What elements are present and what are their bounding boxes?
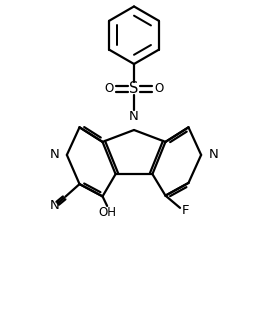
Text: N: N (50, 199, 59, 212)
Text: N: N (209, 149, 219, 161)
Text: N: N (49, 149, 59, 161)
Text: S: S (129, 82, 139, 96)
Text: N: N (129, 110, 139, 123)
Text: F: F (182, 204, 189, 217)
Text: O: O (154, 82, 163, 95)
Text: O: O (105, 82, 114, 95)
Text: OH: OH (98, 206, 116, 219)
